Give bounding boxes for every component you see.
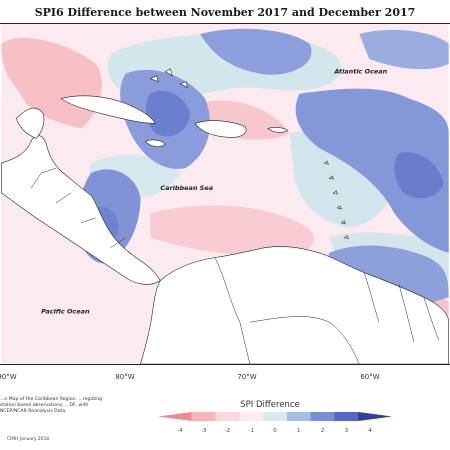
legend-swatch-7 xyxy=(334,412,359,421)
map-credit: CIMH January 2018 xyxy=(7,437,50,442)
legend-swatch-5 xyxy=(286,412,311,421)
legend-swatch-3 xyxy=(239,412,264,421)
lon-label-60w: 60°W xyxy=(360,373,380,381)
cuba-island xyxy=(60,95,156,124)
legend-tick-label: 4 xyxy=(368,428,372,434)
map-title: SPI6 Difference between November 2017 an… xyxy=(34,6,416,19)
legend-swatch-0 xyxy=(158,412,192,421)
spi-difference-map: Atlantic Ocean Caribbean Sea Pacific Oce… xyxy=(0,23,450,365)
jamaica-island xyxy=(144,139,166,147)
legend-tick-label: -1 xyxy=(248,428,253,434)
legend-swatch-8 xyxy=(358,412,392,421)
legend-tick-label: 0 xyxy=(273,428,277,434)
label-caribbean-sea: Caribbean Sea xyxy=(160,184,213,192)
puerto-rico-island xyxy=(267,127,289,133)
legend-ticks: -4 -3 -2 -1 0 1 2 3 4 xyxy=(177,428,372,434)
legend-swatch-2 xyxy=(215,412,240,421)
legend-tick-label: 2 xyxy=(321,428,325,434)
legend-tick-label: 1 xyxy=(297,428,301,434)
legend-tick-label: -3 xyxy=(201,428,207,434)
label-atlantic-ocean: Atlantic Ocean xyxy=(333,68,387,76)
south-america-landmass xyxy=(140,246,449,364)
map-caption: ...n Map of the Caribbean Region. ...reg… xyxy=(0,397,103,414)
yucatan-peninsula xyxy=(15,107,45,139)
legend-swatch-1 xyxy=(191,412,216,421)
legend-swatch-4 xyxy=(263,412,288,421)
lon-label-70w: 70°W xyxy=(237,373,257,381)
bahamas-islands xyxy=(149,68,188,89)
lesser-antilles xyxy=(323,160,349,240)
country-borders xyxy=(30,167,439,364)
legend-tick-label: -2 xyxy=(225,428,230,434)
legend-swatch-6 xyxy=(310,412,335,421)
legend-tick-label: 3 xyxy=(345,428,349,434)
lon-label-90w: 90°W xyxy=(0,373,17,381)
legend-tick-label: -4 xyxy=(177,428,183,434)
lon-label-80w: 80°W xyxy=(115,373,135,381)
legend-swatches xyxy=(158,412,392,421)
label-pacific-ocean: Pacific Ocean xyxy=(41,307,90,315)
legend-title: SPI Difference xyxy=(240,400,300,410)
hispaniola-island xyxy=(194,120,247,138)
central-america-landmass xyxy=(1,135,161,285)
land xyxy=(1,68,449,364)
color-legend: -4 -3 -2 -1 0 1 2 3 4 xyxy=(158,412,392,434)
